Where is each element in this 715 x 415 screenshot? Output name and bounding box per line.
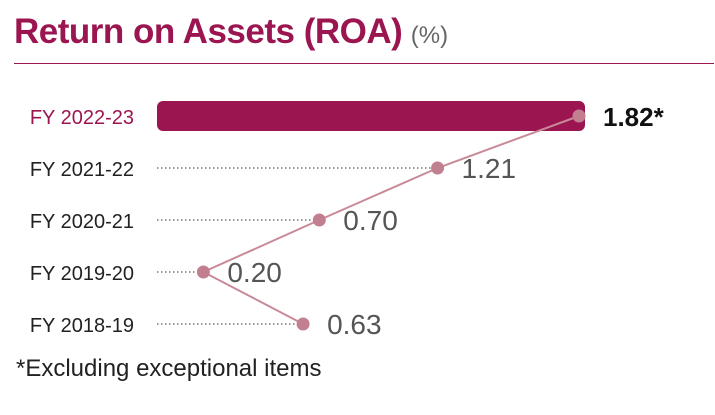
category-label: FY 2019-20 [30,263,134,285]
chart-title-text: Return on Assets (ROA) [14,12,403,51]
title-divider [14,63,714,64]
value-label: 0.70 [343,205,398,236]
value-label: 1.82* [603,102,665,132]
footnote: *Excluding exceptional items [16,355,322,382]
value-label: 0.20 [227,257,282,288]
chart-title: Return on Assets (ROA) (%) [14,12,448,52]
roa-chart: FY 2022-23 FY 2021-22 FY 2020-21 FY 2019-20… [30,101,665,340]
data-point [572,109,586,123]
data-point [196,265,210,279]
category-label: FY 2018-19 [30,315,134,337]
chart-unit: (%) [410,22,449,49]
data-point [312,213,326,227]
category-label: FY 2022-23 [30,107,134,129]
category-label: FY 2021-22 [30,159,134,181]
value-label: 0.63 [327,309,382,340]
category-label: FY 2020-21 [30,211,134,233]
bar-highlight [157,101,585,131]
data-point [431,161,445,175]
value-label: 1.21 [462,153,517,184]
data-point [296,317,310,331]
